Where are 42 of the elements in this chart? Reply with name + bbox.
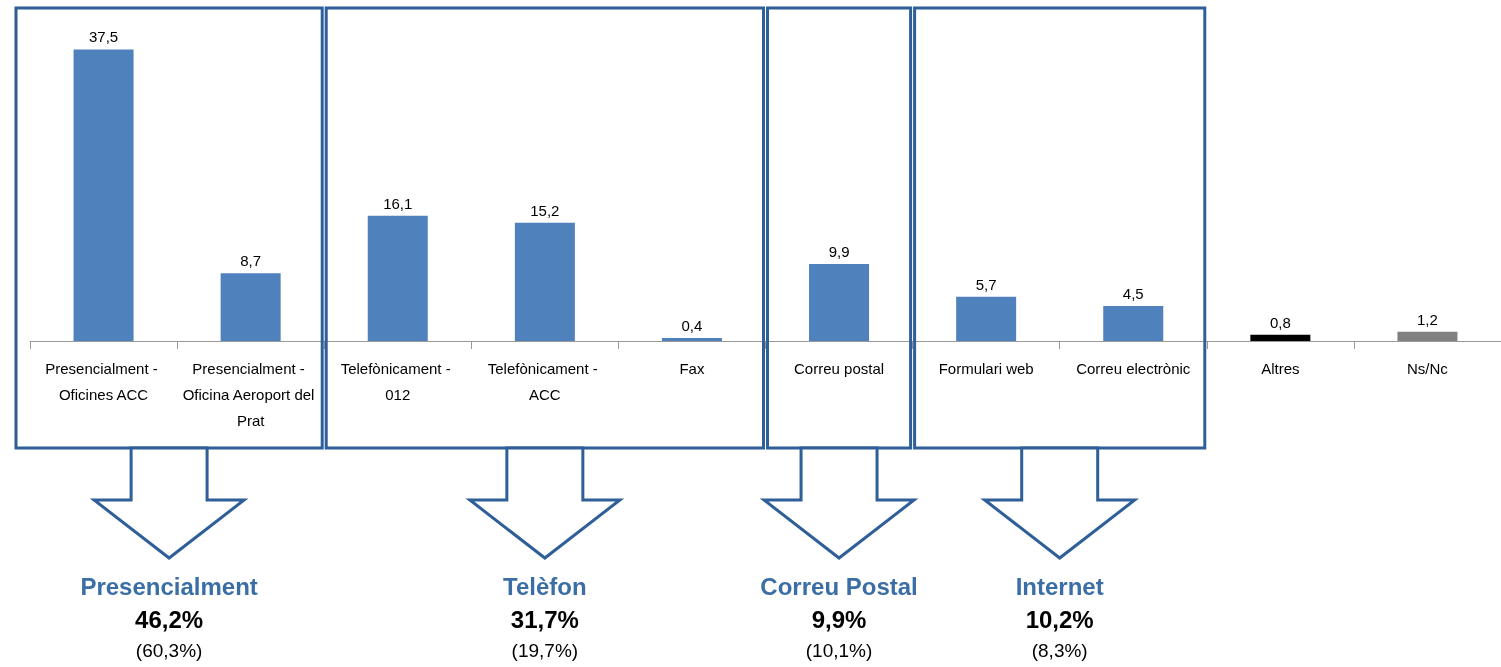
bar <box>1250 334 1311 341</box>
bar <box>1103 306 1164 341</box>
x-tick-label: Formulari web <box>938 359 1034 377</box>
data-label: 0,4 <box>681 316 703 334</box>
x-tick-label: Fax <box>679 359 705 377</box>
bar <box>661 337 722 341</box>
text: 31,7% <box>510 606 579 634</box>
data-label: 37,5 <box>88 28 119 46</box>
bar <box>956 296 1017 341</box>
text: Presencialment <box>80 573 258 601</box>
x-tick-label: Presencialment - Oficina Aeroport del Prat <box>182 359 319 429</box>
bar <box>367 215 428 341</box>
text: (10,1%) <box>805 640 873 662</box>
x-tick-label: Telefònicament - 012 <box>340 359 455 403</box>
x-tick-label: Correu electrònic <box>1076 359 1191 377</box>
data-label: 1,2 <box>1417 310 1438 328</box>
data-label: 4,5 <box>1122 285 1144 303</box>
text: (60,3%) <box>135 640 203 662</box>
x-tick-label: Altres <box>1261 359 1300 377</box>
text: 9,9% <box>811 606 867 634</box>
bar <box>220 273 281 341</box>
text: 46,2% <box>135 606 204 634</box>
text: Telèfon <box>503 573 587 601</box>
x-tick-label: Correu postal <box>794 359 885 377</box>
text: (19,7%) <box>511 640 579 662</box>
data-label: 5,7 <box>975 275 997 293</box>
text: Internet <box>1015 573 1104 601</box>
data-label: 9,9 <box>828 243 850 261</box>
x-tick-label: Telefònicament - ACC <box>487 359 602 403</box>
x-tick-label: Presencialment - Oficines ACC <box>45 359 162 403</box>
bar <box>514 222 575 341</box>
text: 10,2% <box>1025 606 1094 634</box>
text: Correu Postal <box>760 573 918 601</box>
x-tick-label: Ns/Nc <box>1407 359 1449 377</box>
bar <box>1397 331 1458 341</box>
data-label: 16,1 <box>383 194 413 212</box>
bar <box>73 49 134 341</box>
bar <box>809 264 870 341</box>
data-label: 15,2 <box>530 201 560 219</box>
data-label: 0,8 <box>1269 313 1291 331</box>
data-label: 8,7 <box>240 252 262 270</box>
text: (8,3%) <box>1031 640 1088 662</box>
